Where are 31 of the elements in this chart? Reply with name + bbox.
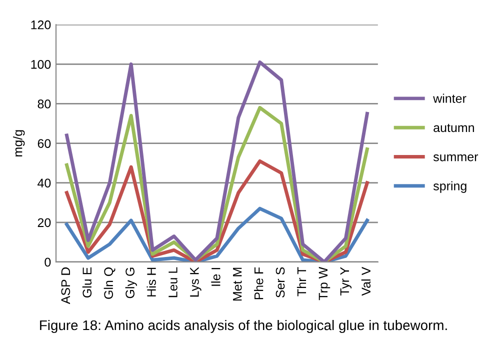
x-tick-label: Leu L (168, 267, 178, 298)
legend-label: autumn (434, 124, 474, 132)
y-tick-label: 60 (38, 139, 51, 148)
y-tick-label: 100 (31, 60, 51, 69)
caption: Figure 18: Amino acids analysis of the biological glue in tubeworm. (40, 320, 447, 333)
x-tick-label: Trp W (318, 266, 330, 300)
x-tick-label: Ile I (211, 268, 220, 286)
y-tick-label: 0 (44, 258, 51, 267)
x-tick-label: Lys K (190, 266, 202, 297)
x-tick-label: Tyr Y (340, 267, 352, 296)
y-tick-label: 20 (38, 218, 51, 228)
x-tick-label: Gly G (125, 268, 137, 298)
line-series (65, 159, 369, 262)
y-tick-label: 40 (38, 178, 51, 188)
x-tick-label: Met M (233, 268, 242, 301)
x-tick-label: Ser S (276, 267, 285, 298)
line-series (65, 60, 369, 262)
x-tick-label: Val V (361, 266, 371, 296)
y-tick-label: 120 (31, 20, 51, 30)
y-tick-label: 80 (38, 100, 51, 108)
legend-label: spring (433, 181, 466, 193)
x-tick-label: Glu E (82, 267, 92, 298)
x-tick-label: Gln Q (104, 267, 116, 299)
x-tick-label: His H (146, 268, 156, 296)
line-series (65, 206, 369, 262)
x-tick-label: ASP D (61, 267, 70, 304)
x-tick-label: Phe F (254, 267, 264, 300)
x-tick-label: Thr T (296, 267, 306, 296)
y-axis-title: mg/g (13, 130, 25, 156)
legend-label: summer (433, 154, 478, 162)
legend-label: winter (433, 94, 466, 103)
